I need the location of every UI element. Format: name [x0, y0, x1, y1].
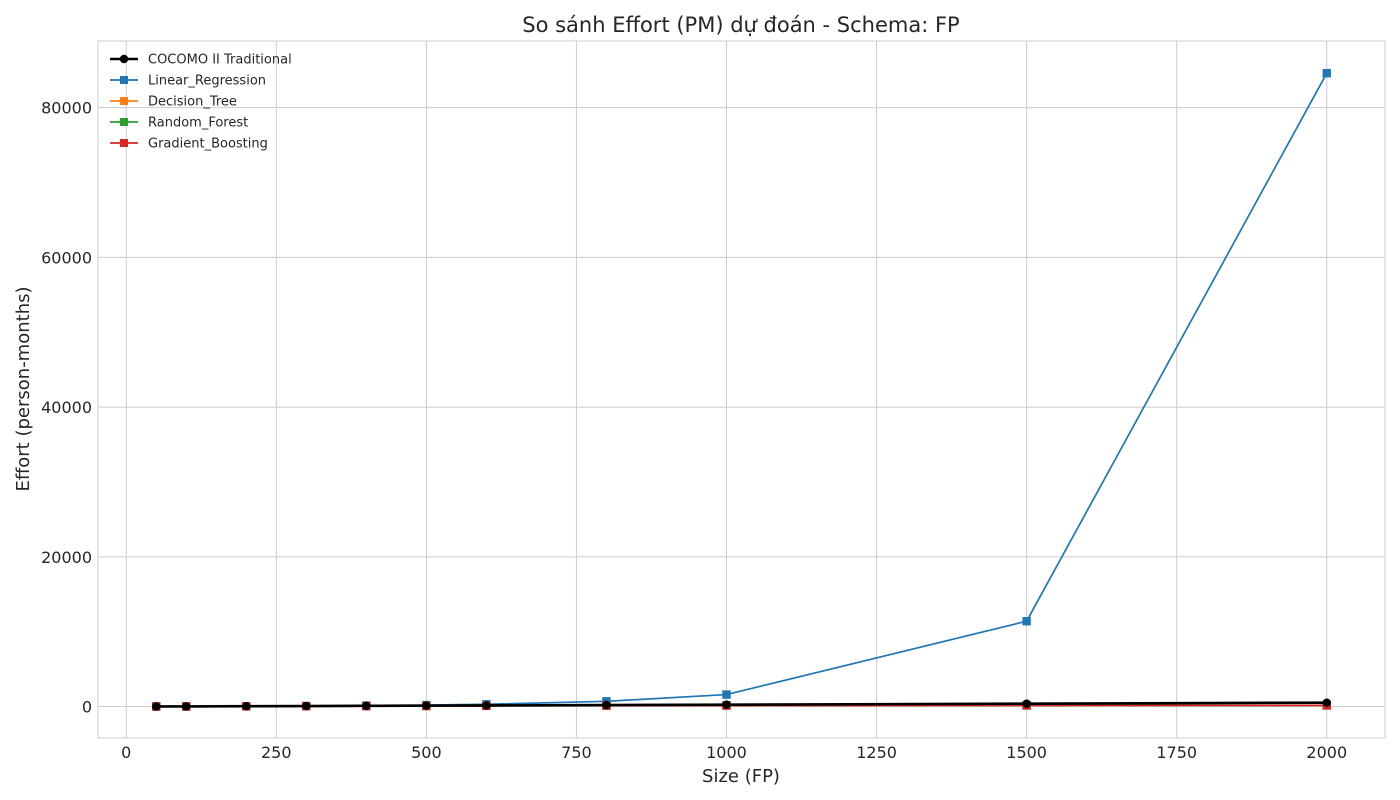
y-tick-label: 20000	[41, 548, 92, 567]
legend-entry: Gradient_Boosting	[110, 137, 268, 152]
x-tick-label: 500	[411, 743, 442, 762]
data-point	[722, 700, 731, 709]
data-point	[722, 690, 731, 699]
data-point	[302, 701, 311, 711]
x-tick-label: 2000	[1306, 743, 1347, 762]
legend-marker	[120, 97, 128, 105]
data-point	[422, 701, 431, 710]
data-point	[152, 702, 161, 711]
legend-marker	[119, 54, 129, 64]
legend-entry: Random_Forest	[110, 116, 248, 131]
data-point	[1022, 617, 1031, 626]
legend-entry: Linear_Regression	[110, 74, 266, 89]
x-tick-label: 0	[121, 743, 131, 762]
y-tick-labels: 0 20000 40000 60000 80000	[41, 99, 92, 717]
data-point	[482, 701, 491, 710]
chart-title: So sánh Effort (PM) dự đoán - Schema: FP	[522, 13, 959, 37]
legend-label: COCOMO II Traditional	[148, 53, 292, 68]
legend-label: Decision_Tree	[148, 95, 237, 110]
x-axis-label: Size (FP)	[702, 766, 780, 787]
x-tick-label: 1250	[856, 743, 897, 762]
y-tick-label: 0	[82, 698, 92, 717]
legend-entry: Decision_Tree	[110, 95, 237, 110]
y-tick-label: 60000	[41, 248, 92, 267]
grid-lines	[98, 41, 1385, 738]
data-point	[242, 702, 251, 711]
x-tick-label: 1500	[1006, 743, 1047, 762]
data-point	[1322, 68, 1331, 78]
x-tick-label: 1750	[1156, 743, 1197, 762]
x-tick-labels: 0 250 500 750 1000 1250 1500 1750 2000	[121, 743, 1347, 762]
series-cocomo-ii-traditional	[152, 698, 1331, 711]
y-tick-label: 40000	[41, 398, 92, 417]
y-tick-label: 80000	[41, 99, 92, 118]
legend: COCOMO II Traditional Linear_Regression De…	[110, 53, 292, 152]
legend-entry: COCOMO II Traditional	[110, 53, 292, 68]
x-tick-label: 250	[261, 743, 292, 762]
plot-area	[98, 41, 1385, 738]
data-point	[1022, 699, 1031, 708]
data-point	[1322, 698, 1331, 707]
x-tick-label: 750	[561, 743, 592, 762]
legend-label: Random_Forest	[148, 116, 248, 131]
legend-marker	[120, 139, 128, 147]
data-point	[602, 700, 611, 710]
series-lines	[152, 68, 1331, 711]
x-tick-label: 1000	[706, 743, 747, 762]
data-point	[182, 702, 191, 711]
legend-label: Gradient_Boosting	[148, 137, 268, 152]
legend-marker	[120, 118, 128, 126]
legend-label: Linear_Regression	[148, 74, 266, 89]
axes-border	[97, 40, 1386, 739]
y-axis-label: Effort (person-months)	[13, 286, 34, 491]
legend-marker	[120, 76, 128, 84]
data-point	[362, 701, 371, 711]
